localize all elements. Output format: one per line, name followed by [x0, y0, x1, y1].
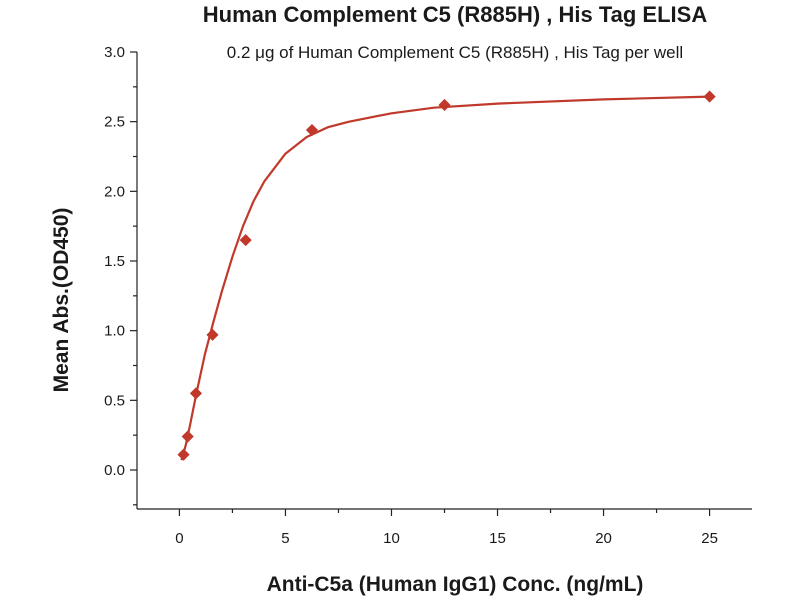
- y-axis-label: Mean Abs.(OD450): [50, 208, 73, 393]
- x-tick-label: 15: [489, 530, 506, 547]
- data-point: [703, 90, 716, 103]
- axes: [136, 52, 752, 510]
- data-point: [206, 328, 219, 341]
- x-tick-label: 0: [175, 530, 183, 547]
- data-point: [438, 98, 451, 112]
- y-tick-label: 0.5: [104, 392, 125, 409]
- y-tick-label: 3.0: [104, 44, 125, 61]
- data-points: [177, 90, 716, 461]
- y-axis-ticks: 0.0 0.5 1.0 1.5 2.0 2.5 3.0: [104, 44, 137, 506]
- fit-curve: [180, 95, 710, 461]
- chart-title: Human Complement C5 (R885H) , His Tag EL…: [203, 2, 708, 27]
- data-point: [189, 387, 203, 400]
- data-point: [239, 234, 252, 247]
- x-axis-label: Anti-C5a (Human IgG1) Conc. (ng/mL): [267, 573, 644, 596]
- data-point: [305, 123, 319, 137]
- data-point: [177, 448, 190, 461]
- data-point: [181, 430, 194, 443]
- y-tick-label: 2.5: [104, 114, 125, 131]
- x-tick-label: 5: [281, 530, 289, 547]
- chart-subtitle: 0.2 μg of Human Complement C5 (R885H) , …: [227, 43, 683, 62]
- x-tick-label: 10: [383, 530, 400, 547]
- fit-curve-group: [180, 95, 710, 461]
- x-tick-label: 25: [701, 530, 718, 547]
- y-tick-label: 2.0: [104, 183, 125, 200]
- y-tick-label: 1.0: [104, 323, 125, 340]
- y-tick-label: 0.0: [104, 462, 125, 479]
- x-tick-label: 20: [595, 530, 612, 547]
- x-axis-ticks: 0 5 10 15 20 25: [175, 509, 718, 547]
- y-tick-label: 1.5: [104, 253, 125, 270]
